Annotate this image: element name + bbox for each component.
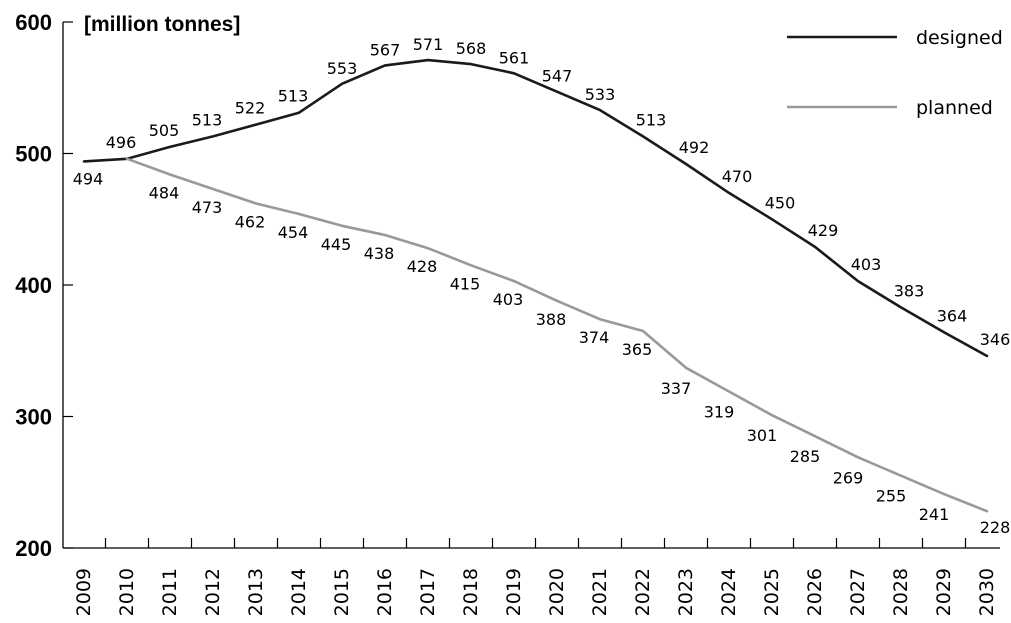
- x-tick-label: 2012: [202, 568, 224, 616]
- data-label-planned: 428: [407, 257, 438, 276]
- x-tick-label: 2017: [417, 568, 439, 616]
- data-label-designed: 470: [722, 167, 753, 186]
- x-tick-label: 2030: [976, 568, 998, 616]
- data-label-designed: 561: [499, 48, 530, 67]
- data-label-designed: 567: [370, 40, 401, 59]
- data-label-designed: 429: [808, 221, 839, 240]
- data-label-planned: 241: [919, 505, 950, 524]
- data-label-planned: 285: [790, 447, 821, 466]
- data-label-designed: 547: [542, 67, 573, 86]
- x-tick-label: 2023: [675, 568, 697, 616]
- x-tick-label: 2028: [890, 568, 912, 616]
- data-label-designed: 553: [327, 59, 358, 78]
- data-label-planned: 445: [321, 235, 352, 254]
- data-label-designed: 513: [278, 87, 309, 106]
- y-tick-label: 300: [15, 405, 52, 430]
- x-tick-label: 2010: [116, 568, 138, 616]
- data-label-planned: 473: [192, 198, 223, 217]
- data-label-designed: 505: [149, 121, 180, 140]
- data-label-planned: 365: [622, 340, 653, 359]
- data-label-planned: 255: [876, 487, 907, 506]
- data-label-designed: 364: [937, 306, 968, 325]
- data-label-designed: 513: [192, 110, 223, 129]
- x-tick-label: 2018: [460, 568, 482, 616]
- legend-label-designed: designed: [916, 27, 1003, 49]
- x-tick-label: 2027: [847, 568, 869, 616]
- legend: designed planned: [787, 27, 1003, 119]
- x-tick-label: 2021: [589, 568, 611, 616]
- x-tick-label: 2019: [503, 568, 525, 616]
- series-line-designed: [82, 58, 989, 358]
- data-label-designed: 492: [679, 138, 710, 157]
- x-tick-label: 2022: [632, 568, 654, 616]
- y-tick-label: 500: [15, 142, 52, 167]
- x-tick-label: 2016: [374, 568, 396, 616]
- data-label-planned: 374: [579, 328, 610, 347]
- data-label-designed: 533: [585, 85, 616, 104]
- y-axis-unit-label: [million tonnes]: [84, 13, 240, 36]
- data-label-planned: 484: [149, 184, 180, 203]
- data-label-designed: 346: [980, 330, 1011, 349]
- x-axis-ticks: 2009 2010 2011 2012 2013 2014 2015 2016 2017 2018…: [73, 538, 998, 616]
- data-label-planned: 319: [704, 403, 735, 422]
- x-tick-label: 2011: [159, 568, 181, 616]
- series-lines: [82, 58, 989, 513]
- x-tick-label: 2015: [331, 568, 353, 616]
- data-label-planned: 388: [536, 310, 567, 329]
- data-label-planned: 403: [493, 290, 524, 309]
- y-tick-label: 400: [15, 273, 52, 298]
- series-line-planned: [125, 157, 989, 513]
- data-label-planned: 337: [661, 379, 692, 398]
- x-tick-label: 2020: [546, 568, 568, 616]
- data-label-designed: 568: [456, 39, 487, 58]
- x-tick-label: 2029: [933, 568, 955, 616]
- data-label-planned: 462: [235, 212, 266, 231]
- data-label-planned: 301: [747, 426, 778, 445]
- x-tick-label: 2025: [761, 568, 783, 616]
- x-tick-label: 2009: [73, 568, 95, 616]
- data-label-designed: 496: [106, 133, 137, 152]
- data-label-planned: 438: [364, 244, 395, 263]
- y-tick-label: 200: [15, 536, 52, 561]
- x-tick-label: 2024: [718, 568, 740, 616]
- y-tick-label: 600: [15, 10, 52, 35]
- data-label-planned: 454: [278, 223, 309, 242]
- data-label-designed: 450: [765, 193, 796, 212]
- x-tick-label: 2013: [245, 568, 267, 616]
- x-tick-label: 2014: [288, 568, 310, 616]
- data-label-planned: 228: [980, 518, 1011, 537]
- data-label-designed: 513: [636, 110, 667, 129]
- data-label-designed: 522: [235, 99, 266, 118]
- x-tick-label: 2026: [804, 568, 826, 616]
- data-label-designed: 571: [413, 35, 444, 54]
- legend-label-planned: planned: [916, 97, 993, 119]
- data-label-designed: 494: [73, 169, 104, 188]
- y-axis-ticks: 200 300 400 500 600: [15, 10, 73, 561]
- data-label-planned: 269: [833, 468, 864, 487]
- data-label-designed: 403: [851, 255, 882, 274]
- data-label-planned: 415: [450, 274, 481, 293]
- data-label-designed: 383: [894, 281, 925, 300]
